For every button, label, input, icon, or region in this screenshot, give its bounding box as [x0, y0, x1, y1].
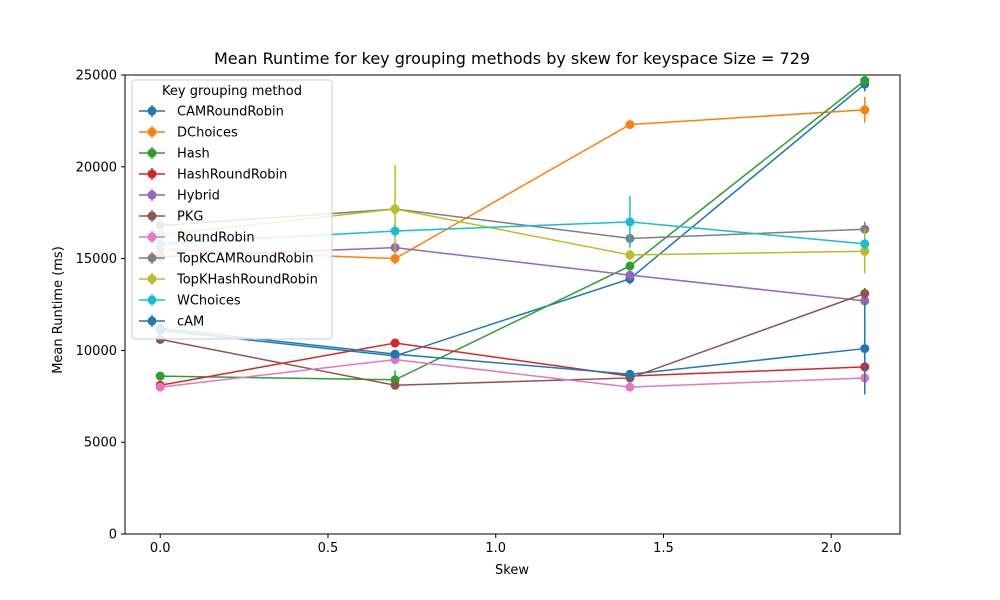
data-point: [625, 270, 635, 280]
series-line: [160, 342, 865, 387]
legend-item: TopKCAMRoundRobin: [139, 252, 314, 267]
data-point: [860, 239, 870, 249]
legend-item: CAMRoundRobin: [139, 105, 284, 120]
data-point: [860, 76, 870, 86]
legend-item: PKG: [139, 210, 203, 225]
legend-marker: [147, 232, 157, 242]
data-point: [860, 296, 870, 306]
legend-marker: [147, 211, 157, 221]
data-point: [860, 344, 870, 354]
data-point: [390, 338, 400, 348]
legend-marker: [147, 148, 157, 158]
y-tick-label: 5000: [84, 436, 117, 451]
x-tick-label: 0.5: [318, 541, 339, 556]
data-point: [390, 380, 400, 390]
series-line: [160, 327, 865, 376]
legend-item: cAM: [139, 315, 204, 330]
legend-marker: [147, 190, 157, 200]
data-point: [625, 382, 635, 392]
legend-marker: [147, 295, 157, 305]
axes-frame: [124, 74, 901, 535]
x-tick-label: 1.5: [653, 541, 674, 556]
data-point: [625, 369, 635, 379]
legend-item: DChoices: [139, 126, 238, 141]
x-axis-label: Skew: [495, 563, 529, 578]
legend-label: TopKCAMRoundRobin: [176, 252, 314, 267]
data-point: [860, 105, 870, 115]
series-line: [160, 83, 866, 357]
series-line: [160, 79, 866, 381]
series-hash: [155, 75, 870, 389]
legend-item: HashRoundRobin: [139, 168, 287, 183]
legend-item: Hash: [139, 147, 210, 162]
legend-label: PKG: [177, 210, 203, 225]
legend-label: TopKHashRoundRobin: [176, 273, 318, 288]
legend-item: Hybrid: [139, 189, 220, 204]
data-point: [390, 349, 400, 359]
legend-label: HashRoundRobin: [177, 168, 287, 183]
y-axis-label: Mean Runtime (ms): [51, 246, 66, 374]
x-tick-label: 0.0: [150, 541, 171, 556]
legend-marker: [147, 316, 157, 326]
data-point: [625, 217, 635, 227]
legend: Key grouping method CAMRoundRobin DChoices…: [131, 79, 333, 340]
legend-marker: [147, 274, 157, 284]
legend-box: [131, 79, 333, 340]
x-tick-label: 1.0: [485, 541, 506, 556]
legend-marker: [147, 169, 157, 179]
legend-label: CAMRoundRobin: [177, 105, 284, 120]
x-tick-label: 2.0: [821, 541, 842, 556]
data-point: [390, 204, 400, 214]
data-point: [625, 120, 635, 130]
legend-label: cAM: [177, 315, 204, 330]
legend-title: Key grouping method: [162, 84, 302, 99]
y-tick-label: 0: [109, 528, 117, 543]
legend-marker: [147, 253, 157, 263]
legend-label: RoundRobin: [177, 231, 255, 246]
legend-marker: [147, 127, 157, 137]
data-point: [155, 371, 165, 381]
legend-label: WChoices: [177, 294, 241, 309]
data-point: [155, 382, 165, 392]
data-point: [625, 250, 635, 260]
chart-title: Mean Runtime for key grouping methods by…: [214, 49, 810, 68]
legend-label: Hybrid: [177, 189, 220, 204]
legend-label: DChoices: [177, 126, 238, 141]
y-tick-label: 15000: [76, 252, 117, 267]
legend-item: RoundRobin: [139, 231, 255, 246]
y-tick-label: 20000: [76, 160, 117, 175]
legend-item: WChoices: [139, 294, 241, 309]
data-point: [625, 261, 635, 271]
series-line: [160, 292, 866, 387]
data-point: [860, 246, 870, 256]
legend-item: TopKHashRoundRobin: [139, 273, 318, 288]
y-tick-label: 25000: [76, 69, 117, 84]
data-point: [390, 254, 400, 264]
series-line: [160, 358, 865, 388]
data-point: [390, 226, 400, 236]
legend-label: Hash: [177, 147, 210, 162]
legend-marker: [147, 106, 157, 116]
data-point: [860, 288, 870, 298]
y-tick-label: 10000: [76, 344, 117, 359]
series-roundrobin: [155, 355, 870, 392]
